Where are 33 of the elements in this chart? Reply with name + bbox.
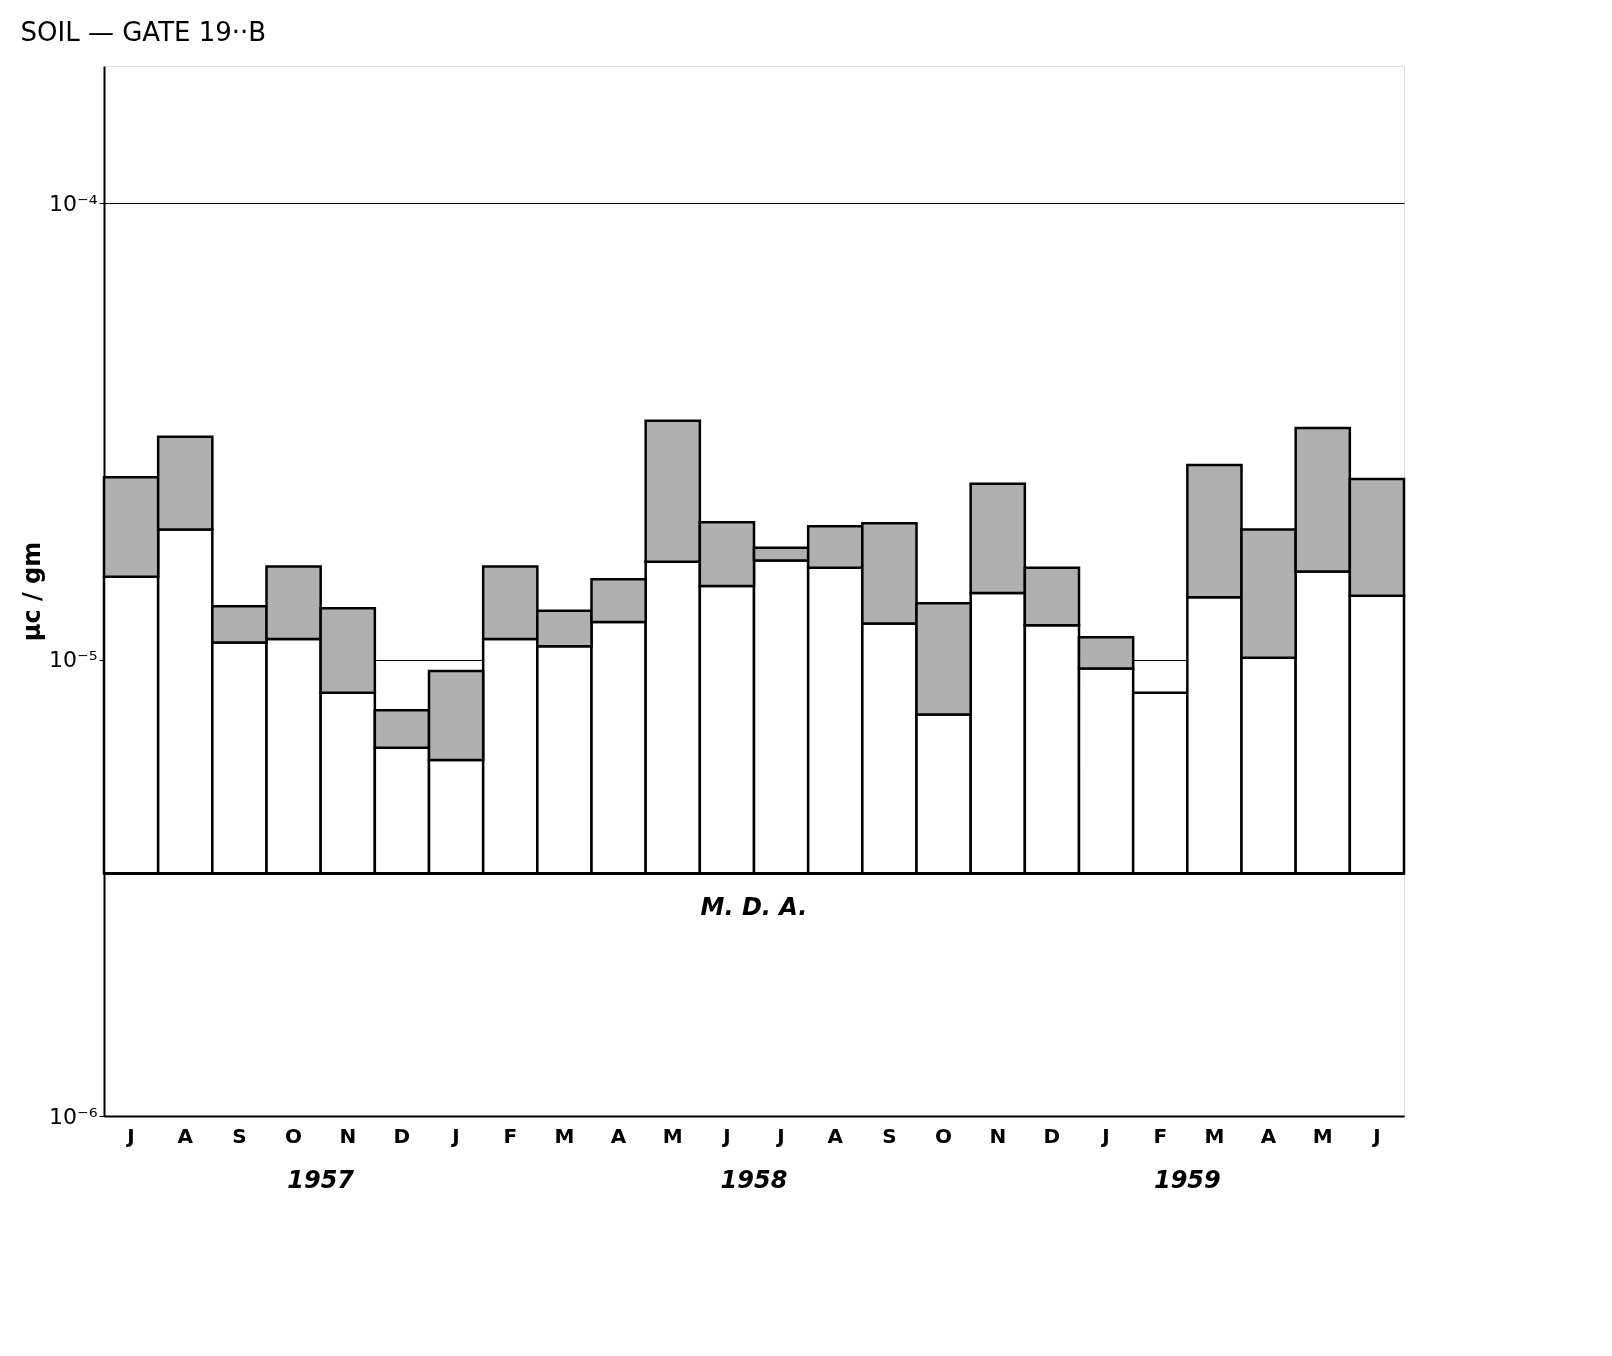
x-tick-label: M xyxy=(554,1123,575,1148)
x-tick-label: M xyxy=(1312,1123,1333,1148)
x-tick-label: J xyxy=(721,1123,731,1148)
x-tick-label: M xyxy=(1204,1123,1225,1148)
x-tick-label: O xyxy=(935,1123,953,1148)
x-tick-label: A xyxy=(1260,1123,1277,1148)
x-tick-label: N xyxy=(339,1123,357,1148)
y-tick-label: 10⁻⁶ xyxy=(49,1103,98,1129)
x-tick-label: N xyxy=(989,1123,1007,1148)
x-tick-label: O xyxy=(285,1123,303,1148)
x-tick-label: J xyxy=(125,1123,135,1148)
x-tick-label: D xyxy=(1043,1123,1061,1148)
x-tick-label: F xyxy=(503,1123,518,1148)
text: 1959 xyxy=(1153,1166,1221,1194)
ref-line-label: M. D. A. xyxy=(700,893,808,922)
y-tick-label: 10⁻⁴ xyxy=(49,190,98,216)
x-tick-label: S xyxy=(882,1123,897,1148)
y-tick-label: 10⁻⁵ xyxy=(49,647,98,673)
x-tick-label: J xyxy=(775,1123,785,1148)
x-tick-label: D xyxy=(393,1123,411,1148)
text: 1958 xyxy=(720,1166,788,1194)
x-tick-label: F xyxy=(1153,1123,1168,1148)
x-tick-label: J xyxy=(1100,1123,1110,1148)
text: 1957 xyxy=(287,1166,355,1194)
x-tick-label: S xyxy=(232,1123,247,1148)
x-tick-label: A xyxy=(827,1123,844,1148)
x-tick-label: M xyxy=(662,1123,683,1148)
x-tick-label: A xyxy=(610,1123,627,1148)
x-tick-label: J xyxy=(1371,1123,1381,1148)
y-axis-title: μc / gm xyxy=(18,541,47,642)
x-tick-label: A xyxy=(177,1123,194,1148)
x-tick-label: J xyxy=(450,1123,460,1148)
chart-title: SOIL — GATE 19··B xyxy=(20,17,267,47)
